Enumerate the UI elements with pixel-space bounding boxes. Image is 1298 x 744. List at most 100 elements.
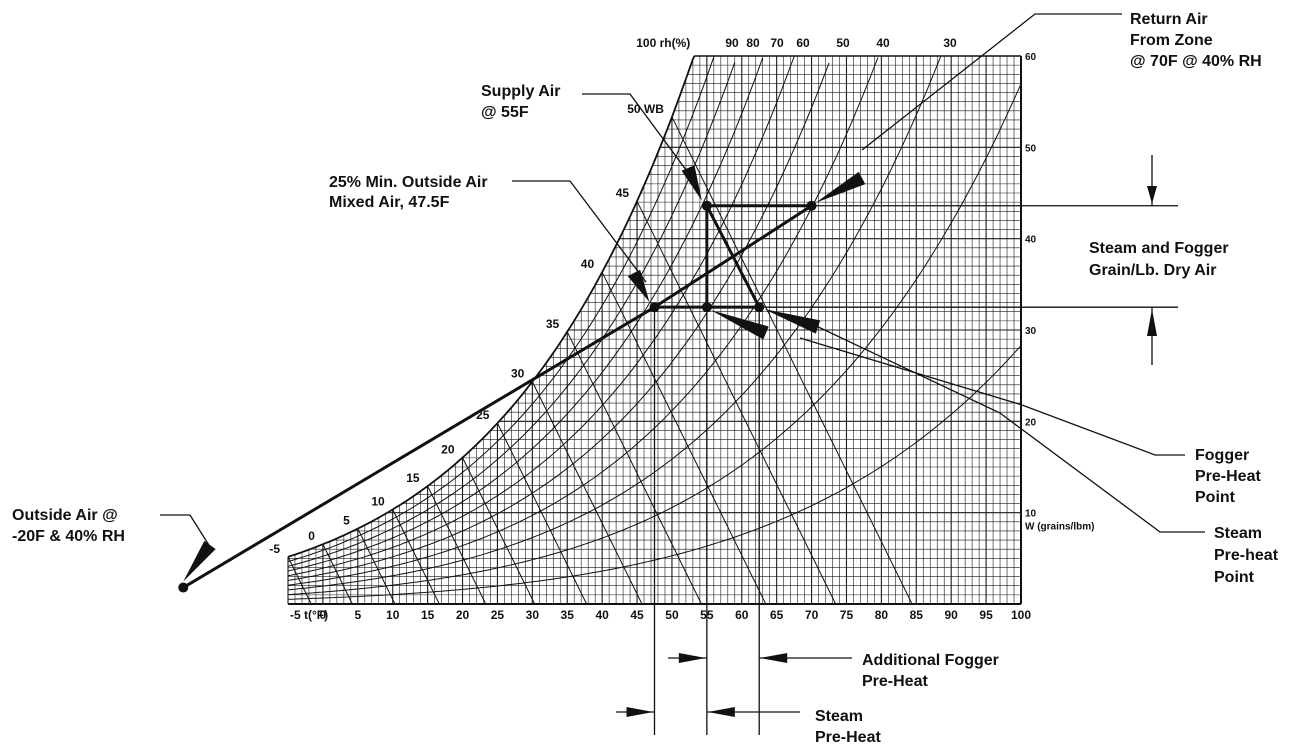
rh-tick-label: 50 bbox=[836, 36, 850, 50]
leader-lines bbox=[160, 13, 1205, 735]
wb-tick-label: 10 bbox=[371, 494, 385, 508]
y-tick-label: 40 bbox=[1025, 235, 1037, 246]
fogger-point-line-3: Point bbox=[1195, 489, 1236, 506]
wet-bulb-line bbox=[671, 116, 913, 605]
y-axis-label: W (grains/lbm) bbox=[1025, 522, 1094, 533]
wet-bulb-line bbox=[601, 271, 767, 605]
supply-air-line-1: Supply Air bbox=[481, 83, 560, 100]
rh-tick-label: 40 bbox=[876, 36, 890, 50]
steam-preheat-arrow-left bbox=[626, 707, 654, 717]
state-point-supply bbox=[701, 200, 712, 211]
rh-curve bbox=[287, 56, 942, 591]
return-air-annotation: Return Air From Zone @ 70F @ 40% RH bbox=[1130, 11, 1262, 70]
steam-preheat-line-1: Steam bbox=[815, 708, 863, 725]
wb-tick-label: 30 bbox=[511, 367, 525, 381]
rh-tick-label: 60 bbox=[796, 36, 810, 50]
lower-grain-arrow bbox=[1147, 309, 1157, 336]
supply-air-arrow bbox=[681, 165, 702, 201]
return-air-line-2: From Zone bbox=[1130, 32, 1213, 49]
wet-bulb-line bbox=[427, 485, 487, 605]
wb-tick-label: 5 bbox=[343, 514, 350, 528]
x-tick-label: 15 bbox=[421, 608, 435, 622]
rh-curve bbox=[287, 57, 879, 586]
wet-bulb-line bbox=[462, 457, 536, 605]
outside-air-leader bbox=[160, 514, 213, 551]
outside-air-arrow bbox=[183, 540, 216, 582]
steam-point-line-2: Pre-heat bbox=[1214, 547, 1279, 564]
state-point-outside bbox=[178, 582, 189, 593]
steam-point-leader bbox=[811, 323, 1205, 533]
return-air-leader bbox=[861, 13, 1122, 151]
outside-air-annotation: Outside Air @ -20F & 40% RH bbox=[12, 507, 125, 545]
x-tick-label: 70 bbox=[805, 608, 819, 622]
y-tick-label: 30 bbox=[1025, 326, 1037, 337]
x-tick-label: 0 bbox=[320, 608, 327, 622]
x-axis-symbol-label: -5 t(°F) bbox=[290, 608, 328, 622]
wet-bulb-line bbox=[566, 331, 702, 605]
rh-curve bbox=[287, 62, 830, 581]
rh-curve bbox=[287, 56, 795, 577]
wet-bulb-line bbox=[496, 422, 588, 605]
rh-tick-label: 70 bbox=[770, 36, 784, 50]
rh-tick-label: 30 bbox=[943, 36, 957, 50]
wb-tick-label: 0 bbox=[308, 529, 315, 543]
steam-fogger-line-1: Steam and Fogger bbox=[1089, 240, 1229, 257]
rh-axis-label: 100 rh(%) bbox=[636, 36, 690, 50]
wet-bulb-line bbox=[357, 528, 396, 605]
rh-tick-label: 90 bbox=[725, 36, 739, 50]
fogger-point-line-1: Fogger bbox=[1195, 447, 1249, 464]
x-tick-label: 40 bbox=[595, 608, 609, 622]
mixed-air-leader bbox=[512, 180, 647, 283]
saturation-curve bbox=[287, 55, 696, 558]
wb-tick-label: 50 WB bbox=[627, 102, 664, 116]
wb-tick-label: 15 bbox=[406, 471, 420, 485]
return-air-line-1: Return Air bbox=[1130, 11, 1208, 28]
steam-point-annotation: Steam Pre-heat Point bbox=[1214, 525, 1279, 586]
additional-fogger-arrow-right bbox=[760, 653, 788, 663]
steam-fogger-annotation: Steam and Fogger Grain/Lb. Dry Air bbox=[1089, 240, 1229, 279]
upper-grain-arrow bbox=[1147, 186, 1157, 204]
y-tick-label: 50 bbox=[1025, 143, 1037, 154]
steam-preheat-annotation: Steam Pre-Heat bbox=[815, 708, 881, 744]
return-air-arrow bbox=[815, 171, 866, 203]
y-tick-label: 20 bbox=[1025, 417, 1037, 428]
outside-air-line-2: -20F & 40% RH bbox=[12, 528, 125, 545]
pointer-arrows bbox=[183, 165, 1157, 717]
outside-to-mixed-line bbox=[182, 305, 656, 589]
x-tick-label: 25 bbox=[491, 608, 505, 622]
wet-bulb-line bbox=[531, 381, 643, 605]
outside-air-line-1: Outside Air @ bbox=[12, 507, 118, 524]
x-tick-label: 45 bbox=[630, 608, 644, 622]
steam-fogger-line-2: Grain/Lb. Dry Air bbox=[1089, 262, 1216, 279]
y-tick-label: 60 bbox=[1025, 52, 1037, 63]
mixed-air-annotation: 25% Min. Outside Air Mixed Air, 47.5F bbox=[329, 174, 488, 211]
mixed-air-line-2: Mixed Air, 47.5F bbox=[329, 194, 450, 211]
rh-curve bbox=[287, 56, 715, 563]
wb-tick-label: 40 bbox=[581, 257, 595, 271]
steam-point-line-3: Point bbox=[1214, 569, 1255, 586]
additional-fogger-line-2: Pre-Heat bbox=[862, 673, 928, 690]
x-tick-label: 90 bbox=[945, 608, 959, 622]
x-tick-label: 35 bbox=[561, 608, 575, 622]
return-air-line-3: @ 70F @ 40% RH bbox=[1130, 53, 1262, 70]
supply-air-leader bbox=[582, 93, 693, 179]
fogger-point-leader bbox=[799, 337, 1185, 456]
x-tick-label: 75 bbox=[840, 608, 854, 622]
wb-tick-label: 20 bbox=[441, 443, 455, 457]
wet-bulb-line bbox=[392, 509, 440, 605]
steam-preheat-point-arrow bbox=[710, 310, 769, 340]
fogger-preheat-point-arrow bbox=[764, 309, 821, 334]
wb-tick-label: 35 bbox=[546, 317, 560, 331]
wet-bulb-line bbox=[322, 544, 353, 605]
mixed-air-arrow bbox=[627, 269, 650, 303]
supply-air-line-2: @ 55F bbox=[481, 104, 529, 121]
steam-point-line-1: Steam bbox=[1214, 525, 1262, 542]
x-tick-label: 20 bbox=[456, 608, 470, 622]
steam-preheat-arrow-right bbox=[707, 707, 735, 717]
x-tick-label: 5 bbox=[354, 608, 361, 622]
wb-tick-label: 45 bbox=[616, 186, 630, 200]
wet-bulb-line bbox=[636, 200, 837, 605]
x-tick-label: 85 bbox=[910, 608, 924, 622]
fogger-point-annotation: Fogger Pre-Heat Point bbox=[1195, 447, 1261, 506]
